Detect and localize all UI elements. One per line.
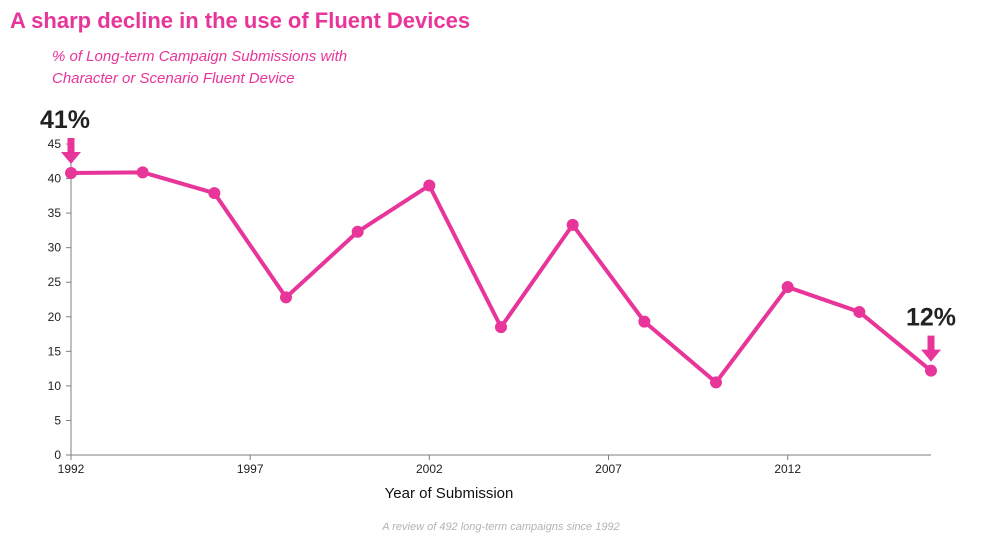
y-tick-label: 15 (48, 344, 62, 358)
x-tick-label: 2012 (774, 462, 801, 476)
y-tick-label: 20 (48, 310, 62, 324)
data-point (781, 281, 794, 294)
y-tick-label: 5 (54, 413, 61, 427)
data-point (351, 225, 364, 238)
y-tick-label: 10 (48, 379, 62, 393)
y-tick-label: 0 (54, 448, 61, 462)
x-tick-label: 2002 (416, 462, 443, 476)
x-tick-label: 2007 (595, 462, 622, 476)
data-point (710, 376, 722, 389)
series-line (69, 170, 933, 385)
y-tick-label: 35 (48, 206, 62, 220)
chart-title: A sharp decline in the use of Fluent Dev… (10, 8, 471, 33)
data-point (495, 321, 507, 334)
annotation-label: 41% (40, 106, 90, 134)
data-point (925, 364, 937, 377)
chart-subtitle: % of Long-term Campaign Submissions with… (52, 46, 347, 90)
x-tick-label: 1992 (58, 462, 85, 476)
data-point (638, 315, 651, 328)
chart-footnote: A review of 492 long-term campaigns sinc… (382, 521, 620, 533)
annotation-arrow (921, 335, 941, 362)
data-point (280, 291, 292, 304)
data-point (853, 305, 866, 318)
x-axis-label: Year of Submission (385, 485, 514, 502)
y-tick-label: 25 (48, 275, 62, 289)
y-tick-label: 40 (48, 172, 62, 186)
line-chart: 0 5 10 15 20 25 30 35 40 45 1992 1997 2002 2007 2012 Ye… (40, 106, 956, 502)
y-tick-label: 30 (48, 241, 62, 255)
data-point (65, 167, 77, 180)
data-point (566, 218, 579, 231)
annotation-arrow (61, 138, 81, 165)
data-point (423, 179, 436, 192)
y-tick-label: 45 (48, 137, 62, 151)
x-tick-label: 1997 (237, 462, 264, 476)
data-point (208, 187, 221, 200)
annotation-label: 12% (906, 304, 956, 332)
chart-subtitle-line-2: Character or Scenario Fluent Device (52, 70, 295, 87)
data-point (136, 166, 149, 179)
chart-subtitle-line-1: % of Long-term Campaign Submissions with (52, 48, 348, 65)
